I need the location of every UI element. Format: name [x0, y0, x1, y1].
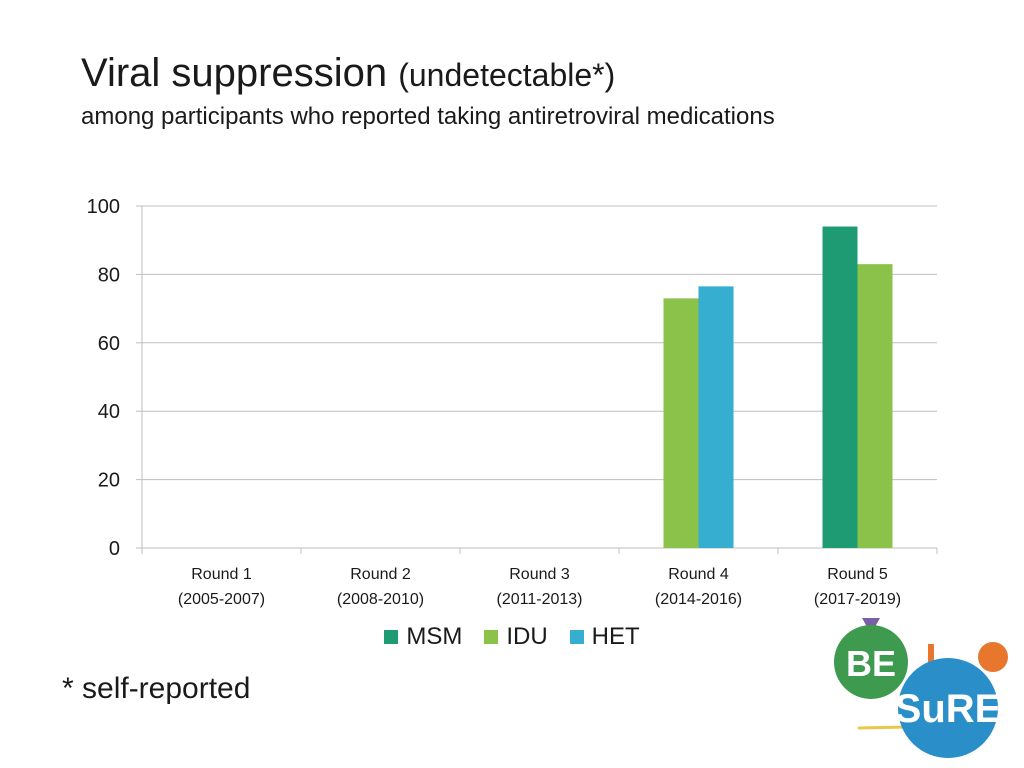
x-tick-label-period: (2005-2007): [178, 591, 265, 608]
bar-chart: 0 20 40 60 80 100 Round 1 (2005-2007) Round 2 (20…: [87, 196, 938, 608]
x-tick-label: Round 4: [668, 566, 729, 583]
y-tick-label: 0: [109, 538, 120, 560]
x-tick-label-period: (2014-2016): [655, 591, 742, 608]
x-tick-label: Round 5: [827, 566, 888, 583]
bar-idu-5: [857, 264, 893, 548]
legend-item-idu: IDU: [484, 623, 548, 651]
legend-swatch: [484, 630, 499, 644]
y-tick-label: 20: [98, 470, 120, 492]
legend-label: IDU: [506, 623, 548, 650]
footnote: * self-reported: [62, 672, 251, 705]
chart-subtitle: among participants who reported taking a…: [81, 103, 775, 130]
y-tick-label: 60: [98, 333, 120, 355]
svg-text:SuRE: SuRE: [895, 687, 1002, 731]
x-tick-label-period: (2017-2019): [814, 591, 901, 608]
y-tick-label: 40: [98, 401, 120, 423]
legend-swatch: [569, 630, 584, 644]
bar-msm-5: [822, 226, 858, 548]
legend: MSM IDU HET: [0, 623, 1024, 651]
besure-logo: BE SuRE: [834, 618, 1008, 758]
svg-text:BE: BE: [846, 643, 896, 684]
legend-label: HET: [591, 623, 640, 650]
x-tick-label-period: (2011-2013): [497, 591, 583, 608]
x-tick-label: Round 1: [191, 566, 252, 583]
bar-idu-4: [663, 298, 699, 548]
x-tick-label-period: (2008-2010): [337, 591, 424, 608]
chart-title: Viral suppression (undetectable*): [81, 50, 775, 98]
chart-title-paren: (undetectable*): [398, 57, 616, 93]
chart-title-main: Viral suppression: [81, 51, 388, 95]
legend-item-msm: MSM: [384, 623, 462, 651]
y-tick-label: 100: [87, 196, 120, 218]
legend-label: MSM: [406, 623, 463, 650]
legend-item-het: HET: [569, 623, 640, 651]
title-block: Viral suppression (undetectable*) among …: [81, 50, 775, 132]
x-tick-label: Round 2: [350, 566, 411, 583]
y-tick-label: 80: [98, 264, 120, 286]
legend-swatch: [384, 630, 399, 644]
bar-het-4: [698, 286, 734, 548]
x-tick-label: Round 3: [509, 566, 570, 583]
